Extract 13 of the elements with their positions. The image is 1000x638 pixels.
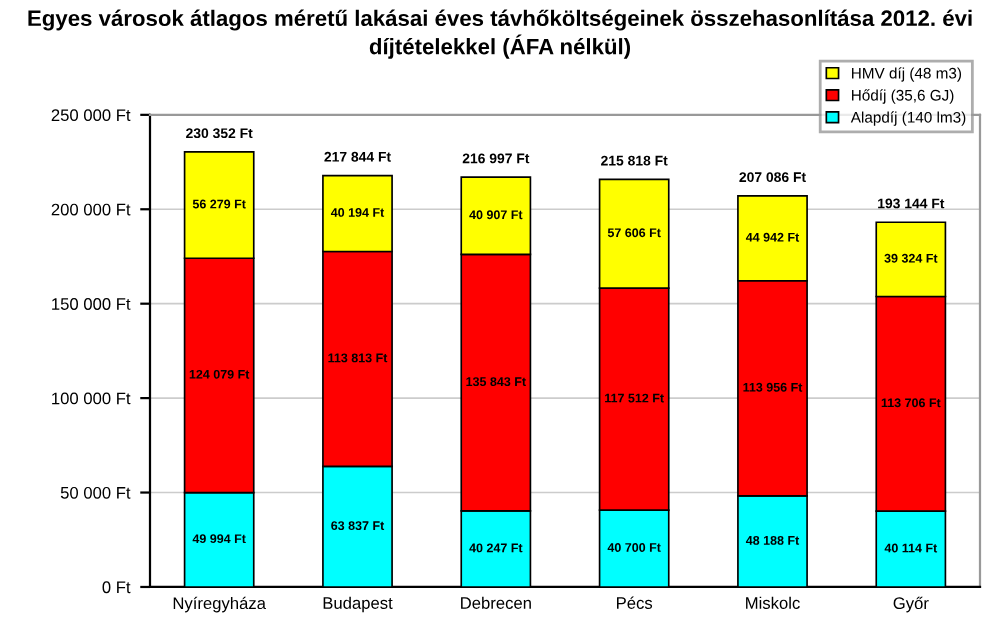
y-tick-label: 50 000 Ft [60, 486, 131, 499]
x-tick-label: Debrecen [461, 596, 531, 609]
x-tick-label: Nyíregyháza [173, 596, 266, 613]
y-tick-label: 100 000 Ft [52, 392, 131, 405]
x-tick-label: Budapest [323, 596, 393, 613]
x-tick-label: Pécs [617, 596, 653, 609]
y-tick-label: 0 Ft [102, 581, 131, 594]
x-tick-label: Győr [893, 596, 929, 613]
x-tick-label: Miskolc [746, 596, 800, 609]
y-tick-label: 200 000 Ft [51, 203, 131, 216]
y-tick-label: 150 000 Ft [52, 298, 131, 310]
chart-title: Egyes városok átlagos méretű lakásai éves távhőköltségeinek összehasonlítása 2012. évi díjtételekkel (ÁFA nélkül) [28, 9, 972, 59]
y-tick-label: 250 000 Ft [51, 109, 131, 122]
